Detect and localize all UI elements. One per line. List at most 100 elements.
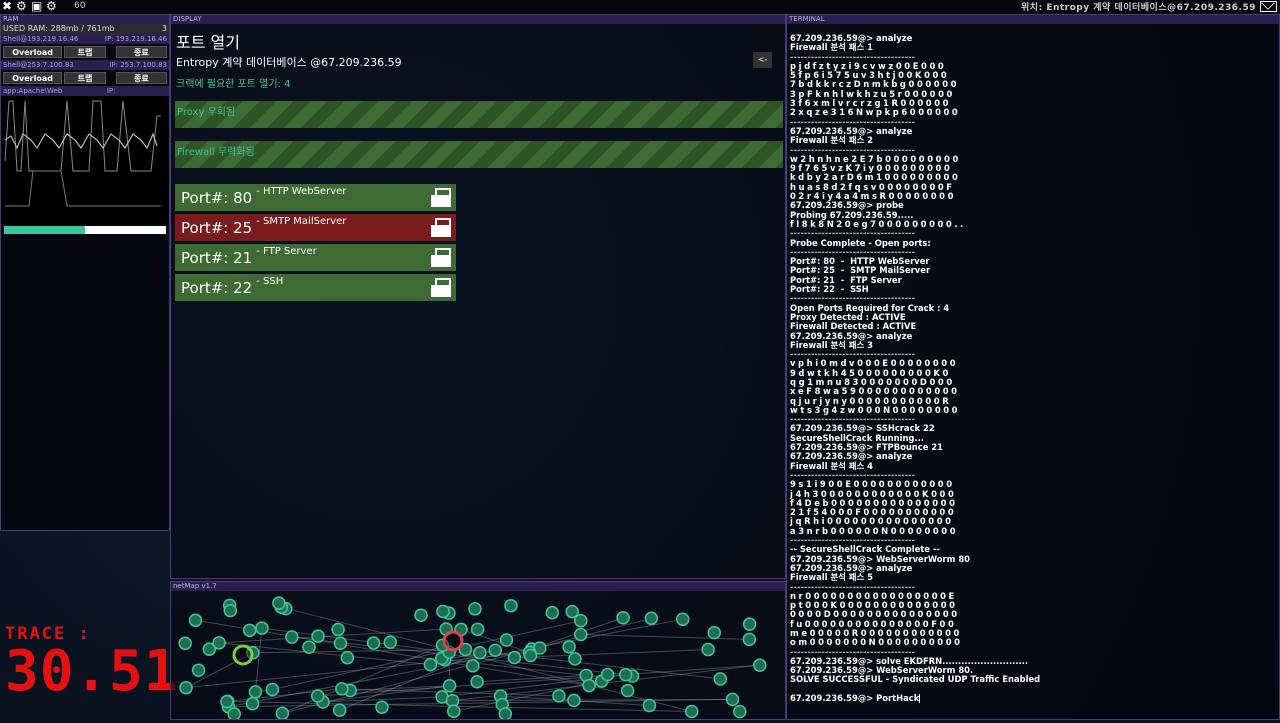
network-node[interactable]: [312, 630, 324, 642]
network-node[interactable]: [575, 628, 587, 640]
network-node[interactable]: [726, 693, 738, 705]
save-icon[interactable]: ▣: [31, 0, 42, 13]
text-cursor: [919, 694, 920, 703]
network-node[interactable]: [569, 653, 581, 665]
network-node[interactable]: [332, 624, 344, 636]
network-node[interactable]: [500, 634, 512, 646]
network-node[interactable]: [568, 694, 580, 706]
network-node[interactable]: [193, 664, 205, 676]
target-name: Entropy 계약 데이터베이스 @67.209.236.59: [176, 54, 402, 70]
port-row[interactable]: Port#: 80- HTTP WebServer: [175, 184, 456, 211]
network-node[interactable]: [336, 683, 348, 695]
trap-button[interactable]: 트랩: [64, 72, 105, 84]
display-header: DISPLAY: [171, 15, 785, 24]
network-node[interactable]: [179, 637, 191, 649]
network-node[interactable]: [499, 708, 511, 719]
port-number: Port#: 21: [181, 249, 252, 267]
network-map: [171, 591, 785, 719]
network-node[interactable]: [341, 652, 353, 664]
network-node[interactable]: [190, 614, 202, 626]
network-node[interactable]: [376, 701, 388, 713]
network-node[interactable]: [754, 659, 766, 671]
network-node[interactable]: [221, 696, 233, 708]
network-node[interactable]: [505, 600, 517, 612]
overload-button[interactable]: Overload: [3, 72, 62, 84]
network-node[interactable]: [180, 682, 192, 694]
port-row[interactable]: Port#: 22- SSH: [175, 274, 456, 301]
overload-button[interactable]: Overload: [3, 46, 62, 58]
netmap-panel: netMap v1.7: [170, 581, 786, 720]
port-row[interactable]: Port#: 21- FTP Server: [175, 244, 456, 271]
kill-button[interactable]: 종료: [116, 46, 167, 58]
network-node[interactable]: [247, 698, 259, 710]
unlocked-icon: [431, 248, 451, 267]
network-node[interactable]: [677, 613, 689, 625]
network-node[interactable]: [702, 644, 714, 656]
shell-ip: IP: 253.7.100.83: [109, 60, 167, 70]
network-node[interactable]: [249, 686, 261, 698]
port-number: Port#: 25: [181, 219, 252, 237]
network-node[interactable]: [471, 676, 483, 688]
network-node[interactable]: [575, 615, 587, 627]
network-node[interactable]: [546, 607, 558, 619]
network-node[interactable]: [489, 644, 501, 656]
network-node[interactable]: [508, 652, 520, 664]
network-node[interactable]: [334, 637, 346, 649]
mail-icon[interactable]: [1260, 1, 1277, 12]
network-node[interactable]: [469, 603, 481, 615]
network-node[interactable]: [602, 669, 614, 681]
network-node[interactable]: [384, 636, 396, 648]
network-node[interactable]: [312, 690, 324, 702]
gear-icon[interactable]: ⚙: [16, 0, 27, 13]
network-node[interactable]: [437, 605, 449, 617]
network-node[interactable]: [276, 707, 288, 719]
network-node[interactable]: [708, 627, 720, 639]
network-node[interactable]: [563, 641, 575, 653]
settings-icon[interactable]: ⚙: [46, 0, 57, 13]
network-node[interactable]: [686, 705, 698, 717]
network-node[interactable]: [368, 637, 380, 649]
network-node[interactable]: [444, 680, 456, 692]
network-node[interactable]: [553, 690, 565, 702]
network-node[interactable]: [617, 612, 629, 624]
port-row[interactable]: Port#: 25- SMTP MailServer: [175, 214, 456, 241]
network-node[interactable]: [467, 660, 479, 672]
network-node[interactable]: [714, 673, 726, 685]
network-node[interactable]: [256, 622, 268, 634]
network-node[interactable]: [472, 623, 484, 635]
network-node[interactable]: [474, 647, 486, 659]
network-node[interactable]: [583, 680, 595, 692]
network-node[interactable]: [303, 641, 315, 653]
kill-button[interactable]: 종료: [116, 72, 167, 84]
trap-button[interactable]: 트랩: [64, 46, 105, 58]
fps-counter: 60: [74, 1, 85, 11]
network-node[interactable]: [266, 684, 278, 696]
close-icon[interactable]: ✖: [2, 0, 12, 13]
app-progress-bar: [4, 226, 166, 234]
network-node[interactable]: [734, 706, 746, 718]
network-node[interactable]: [224, 605, 236, 617]
network-node[interactable]: [228, 708, 240, 719]
network-node[interactable]: [424, 659, 436, 671]
network-node[interactable]: [448, 705, 460, 717]
home-node[interactable]: [234, 646, 252, 664]
network-node[interactable]: [622, 685, 634, 697]
network-node[interactable]: [643, 699, 655, 711]
network-node[interactable]: [743, 633, 755, 645]
network-node[interactable]: [525, 650, 537, 662]
network-node[interactable]: [620, 669, 632, 681]
network-node[interactable]: [415, 609, 427, 621]
network-node[interactable]: [273, 597, 285, 609]
back-button[interactable]: <-: [753, 52, 772, 68]
network-node[interactable]: [286, 631, 298, 643]
network-node[interactable]: [244, 624, 256, 636]
network-node[interactable]: [744, 618, 756, 630]
port-number: Port#: 22: [181, 279, 252, 297]
network-node[interactable]: [334, 704, 346, 716]
network-node[interactable]: [213, 637, 225, 649]
network-node[interactable]: [645, 612, 657, 624]
target-node[interactable]: [444, 632, 462, 650]
terminal-header: TERMINAL: [787, 15, 1279, 24]
